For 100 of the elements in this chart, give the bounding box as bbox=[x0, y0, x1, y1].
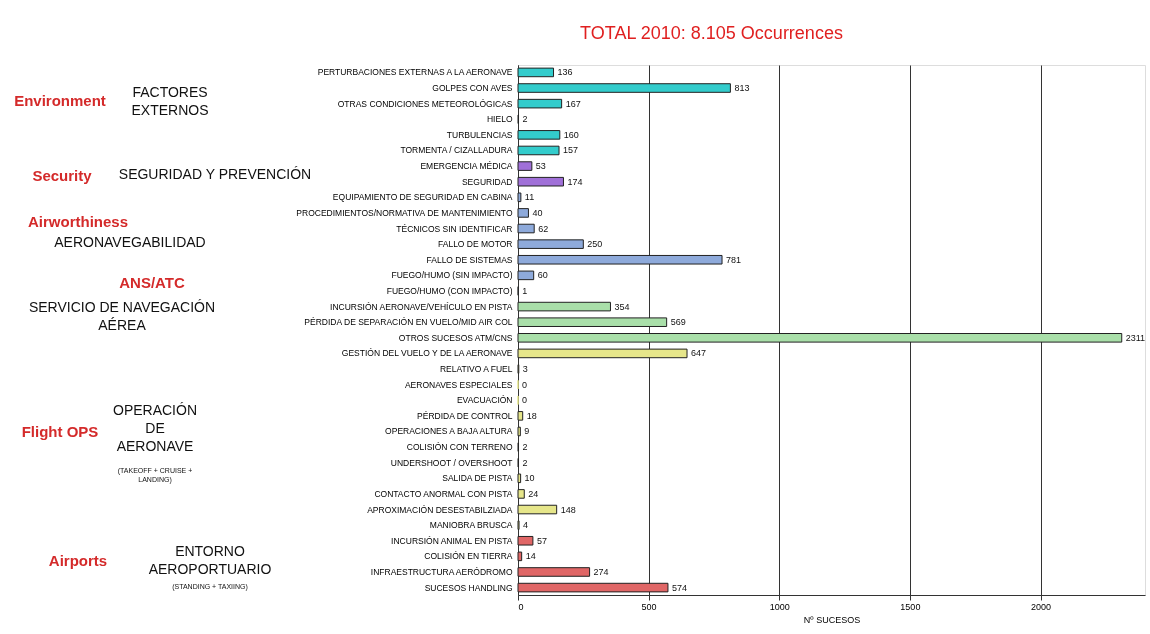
data-label: 0 bbox=[522, 379, 528, 390]
y-tick-label: UNDERSHOOT / OVERSHOOT bbox=[390, 457, 513, 468]
y-tick-label: MANIOBRA BRUSCA bbox=[429, 520, 513, 531]
data-label: 0 bbox=[522, 395, 528, 406]
bar bbox=[517, 145, 560, 156]
data-label: 157 bbox=[563, 145, 579, 156]
data-label: 3 bbox=[522, 364, 528, 375]
data-label: 62 bbox=[538, 223, 549, 234]
y-tick-label: OTRAS CONDICIONES METEOROLÓGICAS bbox=[337, 98, 513, 109]
text: Flight OPS bbox=[21, 423, 99, 440]
data-label: 53 bbox=[535, 161, 546, 172]
data-label: 1 bbox=[522, 285, 528, 296]
data-label: 57 bbox=[536, 535, 547, 546]
x-tick-label: 2000 bbox=[1030, 601, 1052, 612]
data-label: 14 bbox=[525, 551, 536, 562]
x-tick-label: 1000 bbox=[769, 601, 790, 612]
data-label: 18 bbox=[526, 410, 537, 421]
bar bbox=[517, 348, 688, 359]
y-tick-label: SUCESOS HANDLING bbox=[424, 582, 513, 593]
y-tick-label: GESTIÓN DEL VUELO Y DE LA AERONAVE bbox=[341, 348, 513, 359]
chart-title: TOTAL 2010: 8.105 Occurrences bbox=[580, 23, 843, 43]
x-tick-label: 500 bbox=[641, 601, 657, 612]
y-tick-label: CONTACTO ANORMAL CON PISTA bbox=[374, 488, 513, 499]
data-label: 813 bbox=[734, 83, 750, 94]
y-tick-label: HIELO bbox=[486, 114, 513, 125]
data-label: 11 bbox=[524, 192, 535, 203]
data-label: 148 bbox=[560, 504, 576, 515]
bar bbox=[517, 98, 563, 109]
x-tick-label: 1500 bbox=[900, 601, 921, 612]
data-label: 274 bbox=[593, 566, 609, 577]
bar bbox=[517, 473, 522, 484]
bar bbox=[517, 223, 535, 234]
data-label: 2 bbox=[522, 457, 528, 468]
bar bbox=[517, 504, 558, 515]
y-tick-label: COLISIÓN EN TIERRA bbox=[424, 551, 513, 562]
y-tick-label: RELATIVO A FUEL bbox=[439, 364, 513, 375]
text: ANS/ATC bbox=[119, 274, 185, 291]
data-label: 4 bbox=[523, 520, 529, 531]
y-tick-label: TURBULENCIAS bbox=[446, 129, 513, 140]
y-tick-label: FUEGO/HUMO (SIN IMPACTO) bbox=[391, 270, 513, 281]
bar bbox=[517, 83, 731, 93]
bar bbox=[517, 582, 669, 593]
bar bbox=[517, 535, 534, 546]
bar bbox=[517, 67, 555, 78]
bar bbox=[517, 192, 522, 203]
bar bbox=[517, 130, 561, 140]
data-label: 9 bbox=[524, 426, 530, 437]
y-tick-label: OPERACIONES A BAJA ALTURA bbox=[385, 426, 513, 437]
data-label: 781 bbox=[726, 254, 742, 265]
text: Environment bbox=[14, 92, 106, 109]
bar bbox=[517, 208, 529, 218]
y-tick-label: APROXIMACIÓN DESESTABILZIADA bbox=[367, 504, 513, 515]
y-tick-label: EMERGENCIA MÉDICA bbox=[420, 161, 513, 172]
data-label: 2 bbox=[522, 114, 528, 125]
y-tick-label: PROCEDIMIENTOS/NORMATIVA DE MANTENIMIENTO bbox=[296, 207, 513, 218]
text: OPERACIÓN DE AERONAVE bbox=[112, 402, 198, 455]
data-label: 10 bbox=[524, 473, 535, 484]
text: AERONAVEGABILIDAD bbox=[54, 234, 206, 250]
bar bbox=[517, 426, 521, 437]
data-label: 2311 bbox=[1125, 332, 1146, 343]
bar bbox=[517, 489, 525, 499]
bar bbox=[517, 317, 668, 327]
y-tick-label: EQUIPAMIENTO DE SEGURIDAD EN CABINA bbox=[332, 192, 513, 203]
bar bbox=[517, 161, 533, 171]
bar bbox=[517, 301, 611, 312]
y-tick-label: OTROS SUCESOS ATM/CNS bbox=[398, 332, 513, 343]
bar bbox=[517, 551, 523, 562]
x-axis-title: Nº SUCESOS bbox=[803, 614, 861, 625]
text: Airports bbox=[48, 552, 108, 569]
y-tick-label: PÉRDIDA DE CONTROL bbox=[417, 410, 513, 421]
y-tick-label: SALIDA DE PISTA bbox=[442, 473, 513, 484]
text: FACTORES EXTERNOS bbox=[131, 84, 209, 119]
y-tick-label: TÉCNICOS SIN IDENTIFICAR bbox=[396, 223, 513, 234]
data-label: 60 bbox=[537, 270, 548, 281]
y-tick-label: SEGURIDAD bbox=[461, 176, 513, 187]
data-label: 647 bbox=[691, 348, 707, 359]
y-tick-label: FUEGO/HUMO (CON IMPACTO) bbox=[386, 285, 513, 296]
data-label: 167 bbox=[565, 98, 581, 109]
y-tick-label: EVACUACIÓN bbox=[456, 395, 513, 406]
text: Security bbox=[32, 167, 93, 184]
data-label: 40 bbox=[532, 207, 543, 218]
text: Airworthiness bbox=[27, 213, 129, 230]
bar bbox=[517, 254, 723, 265]
data-label: 136 bbox=[557, 67, 573, 78]
bar bbox=[517, 333, 1123, 343]
y-tick-label: AERONAVES ESPECIALES bbox=[404, 379, 513, 390]
bar bbox=[517, 567, 591, 577]
y-tick-label: PÉRDIDA DE SEPARACIÓN EN VUELO/MID AIR COL bbox=[304, 317, 513, 328]
data-label: 24 bbox=[528, 488, 539, 499]
data-label: 174 bbox=[567, 176, 583, 187]
y-tick-label: COLISIÓN CON TERRENO bbox=[406, 442, 513, 453]
text: SERVICIO DE NAVEGACIÓN AÉREA bbox=[28, 299, 216, 334]
y-tick-label: TORMENTA / CIZALLADURA bbox=[400, 145, 513, 156]
bar bbox=[517, 176, 564, 187]
text: SEGURIDAD Y PREVENCIÓN bbox=[118, 166, 312, 182]
bar bbox=[517, 239, 584, 249]
y-tick-label: GOLPES CON AVES bbox=[432, 83, 513, 94]
y-tick-label: INFRAESTRUCTURA AERÓDROMO bbox=[370, 566, 513, 577]
data-label: 2 bbox=[522, 442, 528, 453]
data-label: 354 bbox=[614, 301, 630, 312]
